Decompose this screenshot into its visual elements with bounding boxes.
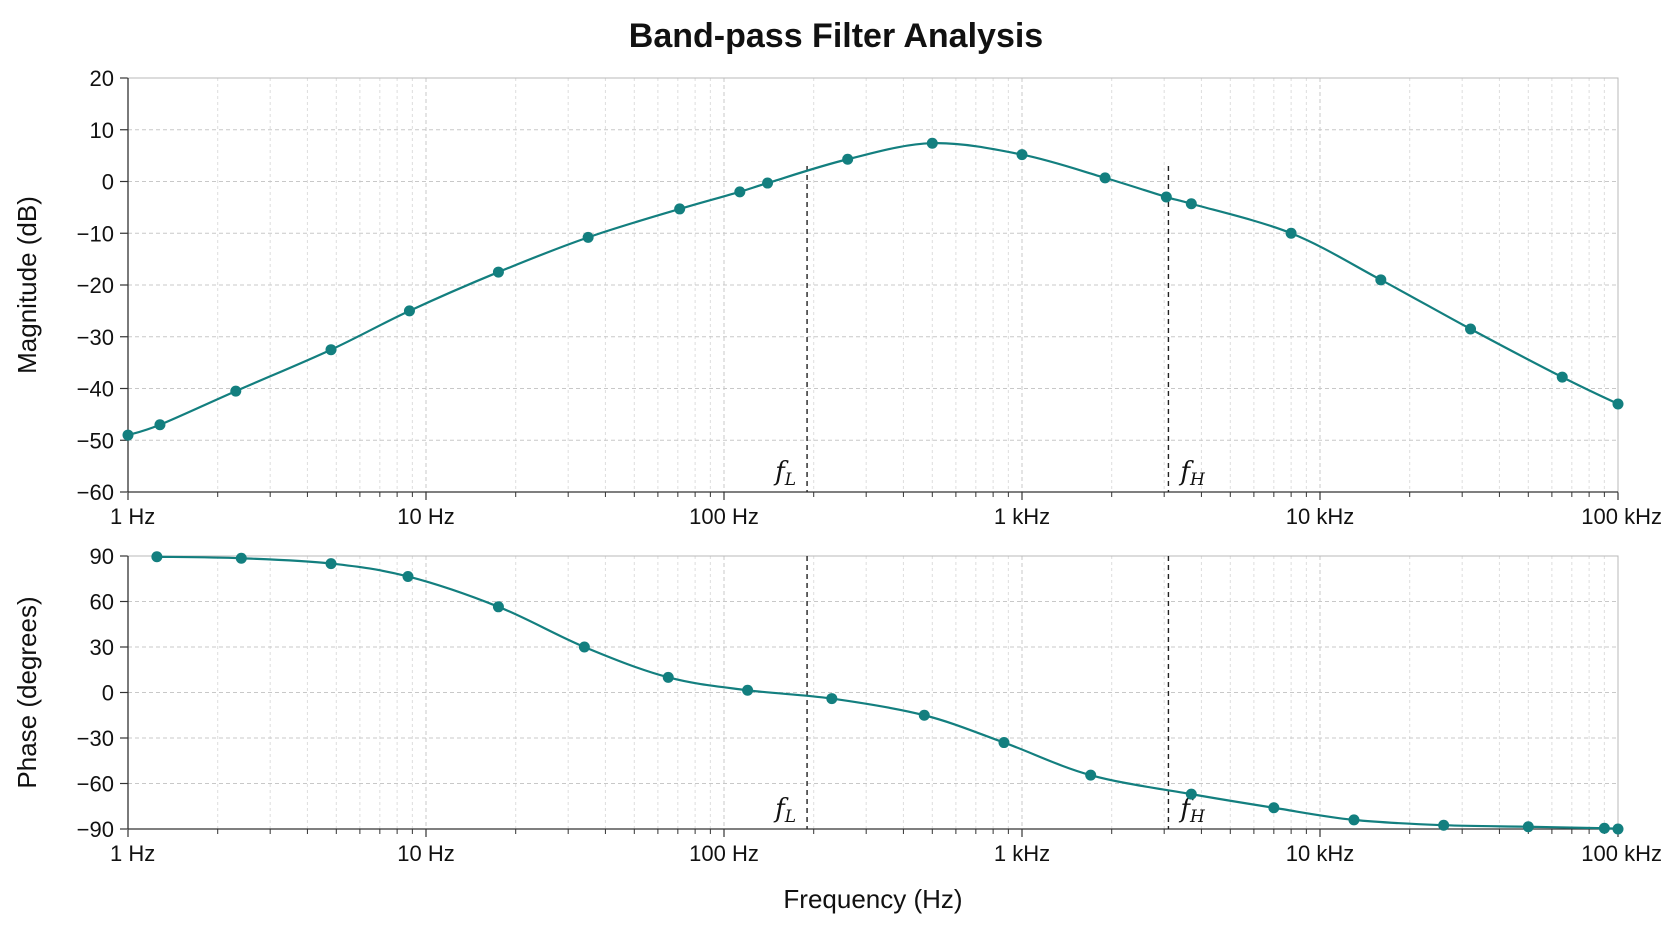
y-tick-label: −50 bbox=[77, 428, 114, 453]
cutoff-label-subscript: L bbox=[784, 470, 796, 490]
cutoff-label-subscript: L bbox=[784, 807, 796, 827]
y-tick-label: −90 bbox=[77, 817, 114, 842]
data-point bbox=[1612, 398, 1624, 410]
series-line bbox=[127, 142, 1619, 437]
data-point bbox=[230, 385, 242, 397]
cutoff-label: fL bbox=[773, 457, 796, 490]
data-point bbox=[762, 177, 774, 189]
y-tick-label: 10 bbox=[90, 118, 114, 143]
y-tick-label: −30 bbox=[77, 726, 114, 751]
data-point bbox=[235, 552, 247, 564]
cutoff-label: fH bbox=[1178, 457, 1206, 490]
data-point bbox=[1375, 274, 1387, 286]
data-point bbox=[734, 186, 746, 198]
x-tick-label: 10 Hz bbox=[397, 504, 454, 529]
data-point bbox=[674, 203, 686, 215]
data-point bbox=[1612, 823, 1624, 835]
y-tick-label: 30 bbox=[90, 635, 114, 660]
y-axis-label: Phase (degrees) bbox=[12, 596, 42, 788]
y-tick-label: −10 bbox=[77, 221, 114, 246]
y-tick-label: −40 bbox=[77, 377, 114, 402]
data-point bbox=[578, 641, 590, 653]
y-tick-label: 60 bbox=[90, 590, 114, 615]
x-tick-label: 1 kHz bbox=[994, 504, 1050, 529]
data-point bbox=[1465, 323, 1477, 335]
data-point bbox=[926, 137, 938, 149]
data-point bbox=[1556, 371, 1568, 383]
data-point bbox=[1099, 172, 1111, 184]
data-point bbox=[1285, 227, 1297, 239]
x-tick-label: 10 Hz bbox=[397, 841, 454, 866]
y-axis-label: Magnitude (dB) bbox=[12, 196, 42, 374]
y-tick-label: −60 bbox=[77, 480, 114, 505]
data-point bbox=[122, 429, 134, 441]
x-tick-label: 1 Hz bbox=[110, 504, 155, 529]
data-point bbox=[492, 266, 504, 278]
cutoff-label-subscript: H bbox=[1189, 807, 1206, 827]
data-point bbox=[1185, 198, 1197, 210]
data-point bbox=[842, 153, 854, 165]
panel-magnitude: 1 Hz 10 Hz 100 Hz 1 kHz 10 kHz 100 kHz 20 10 0 −1… bbox=[12, 66, 1662, 529]
data-point bbox=[1438, 819, 1450, 831]
cutoff-label: fL bbox=[773, 794, 796, 827]
data-point bbox=[403, 305, 415, 317]
data-point bbox=[582, 231, 594, 243]
x-tick-label: 100 kHz bbox=[1581, 504, 1662, 529]
data-point bbox=[402, 570, 414, 582]
data-point bbox=[1160, 191, 1172, 203]
data-point bbox=[1016, 149, 1028, 161]
y-tick-label: 0 bbox=[102, 681, 114, 706]
data-point bbox=[826, 693, 838, 705]
y-tick-label: 0 bbox=[102, 170, 114, 195]
data-point bbox=[1522, 821, 1534, 833]
data-point bbox=[998, 737, 1010, 749]
data-point bbox=[662, 671, 674, 683]
x-tick-label: 100 Hz bbox=[689, 841, 759, 866]
data-point bbox=[742, 684, 754, 696]
data-point bbox=[151, 551, 163, 563]
y-tick-label: −20 bbox=[77, 273, 114, 298]
data-point bbox=[1085, 769, 1097, 781]
y-tick-label: 90 bbox=[90, 544, 114, 569]
data-point bbox=[325, 558, 337, 570]
y-tick-label: 20 bbox=[90, 66, 114, 91]
x-tick-label: 100 kHz bbox=[1581, 841, 1662, 866]
x-tick-label: 10 kHz bbox=[1286, 841, 1354, 866]
y-tick-label: −30 bbox=[77, 325, 114, 350]
data-point bbox=[918, 709, 930, 721]
x-axis-label: Frequency (Hz) bbox=[783, 884, 962, 914]
data-point bbox=[492, 601, 504, 613]
x-tick-label: 100 Hz bbox=[689, 504, 759, 529]
panel-phase: 1 Hz 10 Hz 100 Hz 1 kHz 10 kHz 100 kHz 90 60 30 0… bbox=[12, 544, 1662, 866]
data-point bbox=[1598, 822, 1610, 834]
data-point bbox=[1268, 802, 1280, 814]
x-tick-label: 10 kHz bbox=[1286, 504, 1354, 529]
data-point bbox=[1185, 788, 1197, 800]
chart-title: Band-pass Filter Analysis bbox=[629, 17, 1043, 55]
y-tick-label: −60 bbox=[77, 772, 114, 797]
data-point bbox=[1348, 814, 1360, 826]
x-tick-label: 1 kHz bbox=[994, 841, 1050, 866]
data-point bbox=[325, 344, 337, 356]
cutoff-label-subscript: H bbox=[1189, 470, 1206, 490]
x-tick-label: 1 Hz bbox=[110, 841, 155, 866]
data-point bbox=[154, 419, 166, 431]
